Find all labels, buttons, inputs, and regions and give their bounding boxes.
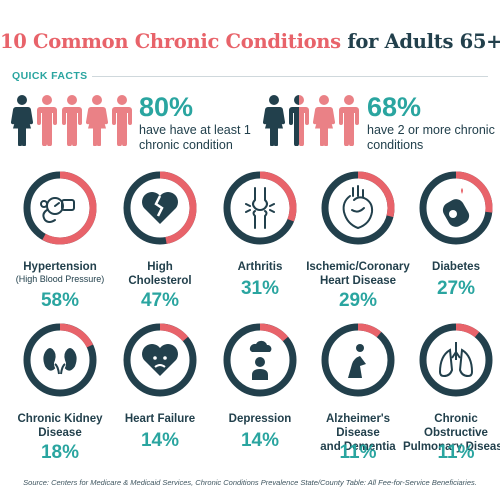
condition-name-line-2: Disease xyxy=(38,427,82,439)
condition-name: Depression xyxy=(206,412,314,426)
condition-name-line-2: Pulmonary Disease xyxy=(402,441,500,453)
title-part-1: 10 Common Chronic Conditions xyxy=(0,30,341,53)
knee-joint-icon xyxy=(245,187,275,229)
condition-name-line-1: Arthritis xyxy=(237,261,283,273)
lungs-icon xyxy=(438,342,474,378)
condition-name-line-2: Heart Disease xyxy=(319,275,397,287)
broken-heart-icon xyxy=(142,192,178,224)
quick-facts-divider xyxy=(92,76,488,77)
condition-name-line-1: Heart Failure xyxy=(124,413,196,425)
rain-cloud-person-icon xyxy=(249,340,272,380)
source-note: Source: Centers for Medicare & Medicaid … xyxy=(23,478,477,487)
person-icon xyxy=(262,94,286,146)
condition-name-line-2: Cholesterol xyxy=(128,275,192,287)
condition-ring xyxy=(222,322,298,398)
condition-name-line-1: Diabetes xyxy=(432,261,480,273)
condition-percent: 27% xyxy=(436,278,476,299)
condition-name-line-1: High xyxy=(147,261,173,273)
condition-ring xyxy=(22,322,98,398)
condition-name-line-1: Ischemic/Coronary xyxy=(306,261,410,273)
condition-name-line-1: Depression xyxy=(228,413,292,425)
condition-ring xyxy=(122,170,198,246)
fact-1-desc-line-2: chronic condition xyxy=(139,138,233,152)
condition-ring xyxy=(320,170,396,246)
fact-1-description: have have at least 1 chronic condition xyxy=(139,123,251,153)
condition-name-line-1: Hypertension xyxy=(23,261,97,273)
kidneys-icon xyxy=(43,348,77,375)
condition-name: Arthritis xyxy=(206,260,314,274)
fact-2-description: have 2 or more chronic conditions xyxy=(367,123,495,153)
condition-ring xyxy=(320,322,396,398)
condition-name-line-2: (High Blood Pressure) xyxy=(15,274,105,284)
person-icon xyxy=(10,94,34,146)
condition-ring xyxy=(418,322,494,398)
person-icon xyxy=(35,94,59,146)
condition-name-line-2: and Dementia xyxy=(320,441,396,453)
person-icon xyxy=(60,94,84,146)
people-pictogram-68 xyxy=(262,94,361,146)
condition-ring xyxy=(122,322,198,398)
condition-percent: 18% xyxy=(40,442,80,463)
person-icon xyxy=(110,94,134,146)
fact-1-percent: 80% xyxy=(139,92,194,122)
anatomical-heart-icon xyxy=(342,185,374,230)
condition-percent: 58% xyxy=(40,290,80,311)
condition-name: Heart Failure xyxy=(106,412,214,426)
fact-2-percent: 68% xyxy=(367,92,422,122)
sad-heart-icon xyxy=(142,344,178,376)
people-pictogram-80 xyxy=(10,94,134,146)
condition-ring xyxy=(222,170,298,246)
condition-name: Chronic Obstructive Pulmonary Disease xyxy=(402,412,500,454)
condition-name: High Cholesterol xyxy=(106,260,214,288)
person-icon xyxy=(85,94,109,146)
glucose-meter-icon xyxy=(442,188,470,227)
condition-name: Ischemic/Coronary Heart Disease xyxy=(304,260,412,288)
quick-facts-label: QUICK FACTS xyxy=(12,70,88,82)
condition-ring xyxy=(418,170,494,246)
condition-percent: 29% xyxy=(338,290,378,311)
fact-2-desc-line-1: have 2 or more chronic xyxy=(367,123,495,137)
condition-name-line-1: Chronic Obstructive xyxy=(424,413,488,439)
condition-percent: 47% xyxy=(140,290,180,311)
person-icon xyxy=(337,94,361,146)
sitting-person-icon xyxy=(348,344,366,378)
person-icon xyxy=(312,94,336,146)
blood-pressure-monitor-icon xyxy=(40,197,75,223)
condition-name-line-1: Alzheimer's Disease xyxy=(325,413,391,439)
condition-name: Hypertension (High Blood Pressure) xyxy=(6,260,114,285)
condition-percent: 14% xyxy=(140,430,180,451)
page-title: 10 Common Chronic Conditions for Adults … xyxy=(0,30,500,53)
condition-percent: 14% xyxy=(240,430,280,451)
condition-percent: 11% xyxy=(437,442,475,463)
condition-ring xyxy=(22,170,98,246)
condition-percent: 31% xyxy=(240,278,280,299)
condition-name: Chronic Kidney Disease xyxy=(6,412,114,440)
condition-name: Alzheimer's Disease and Dementia xyxy=(304,412,412,454)
person-icon xyxy=(287,94,311,146)
condition-percent: 11% xyxy=(339,442,377,463)
condition-name-line-1: Chronic Kidney xyxy=(17,413,103,425)
fact-2-desc-line-2: conditions xyxy=(367,138,424,152)
title-part-2: for Adults 65+ xyxy=(347,30,500,53)
condition-name: Diabetes xyxy=(402,260,500,274)
fact-1-desc-line-1: have have at least 1 xyxy=(139,123,251,137)
